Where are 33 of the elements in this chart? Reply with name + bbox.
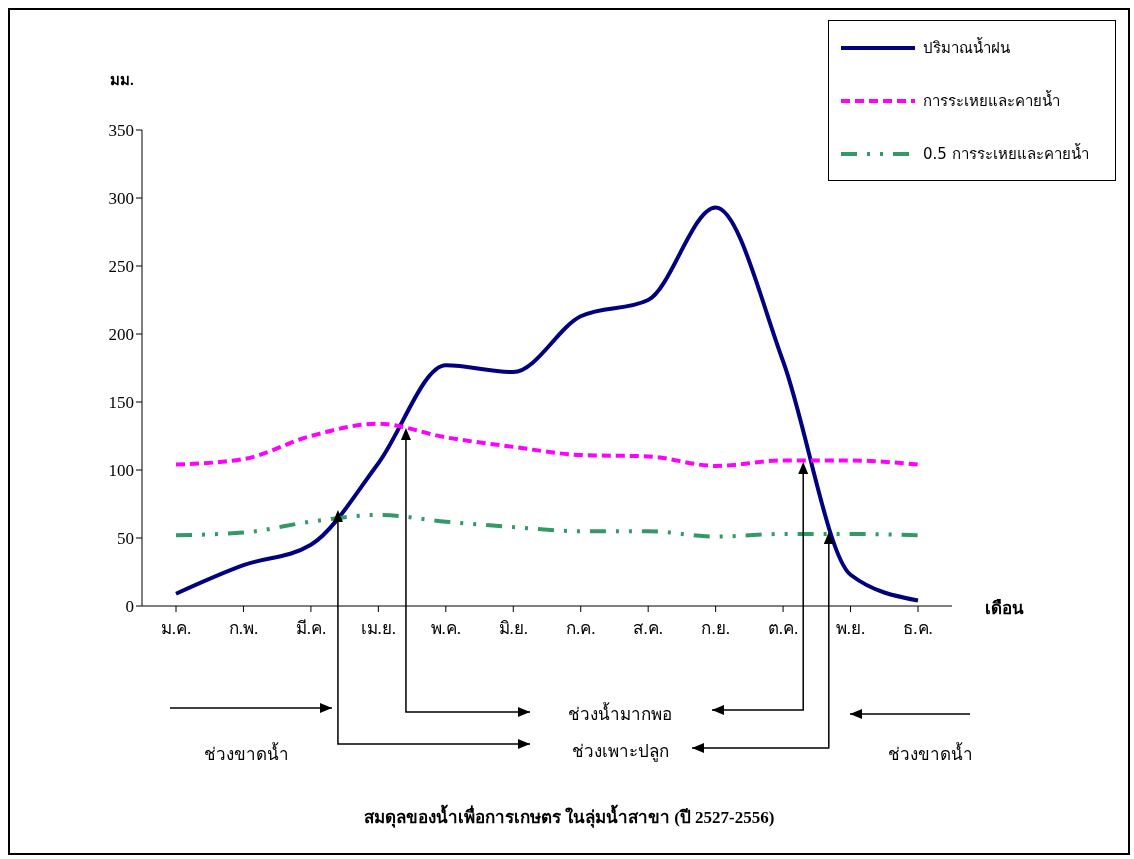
text: ช่วงขาดน้ำ — [202, 741, 290, 766]
y-tick-label: 250 — [108, 257, 134, 277]
x-tick-label: ก.ค. — [565, 619, 596, 639]
y-tick-label: 100 — [108, 461, 134, 481]
line-series — [174, 512, 920, 539]
text: ช่วงน้ำมากพอ — [567, 701, 673, 726]
line-series — [174, 421, 920, 468]
text: ช่วงขาดน้ำ — [886, 741, 974, 766]
y-tick-label: 0 — [125, 597, 134, 617]
x-axis-title: เดือน — [985, 598, 1024, 620]
line-series — [174, 205, 920, 603]
x-tick-label: มี.ค. — [295, 619, 327, 639]
x-tick-label: ม.ค. — [160, 619, 192, 639]
y-tick-label: 150 — [108, 393, 134, 413]
x-tick-label: มิ.ย. — [498, 619, 529, 639]
legend-label: การระเหยและคายน้ำ — [923, 89, 1060, 112]
x-tick-label: ก.พ. — [228, 619, 259, 639]
y-tick-label: 350 — [108, 121, 134, 141]
legend-label: 0.5 การระเหยและคายน้ำ — [923, 142, 1089, 165]
y-tick-label: 200 — [108, 325, 134, 345]
legend-label: ปริมาณน้ำฝน — [923, 36, 1010, 59]
x-tick-label: พ.ค. — [430, 619, 462, 639]
x-tick-label: พ.ย. — [835, 619, 866, 639]
text: สมดุลของน้ำเพื่อการเกษตร ในลุ่มน้ำสาขา (ปี 2527-2556) — [362, 803, 776, 830]
y-tick-label: 300 — [108, 189, 134, 209]
x-tick-label: ส.ค. — [633, 619, 663, 639]
y-axis-title: มม. — [110, 71, 134, 90]
x-tick-label: ก.ย. — [701, 619, 730, 639]
x-tick-label: ธ.ค. — [903, 619, 933, 639]
text: ช่วงเพาะปลูก — [570, 741, 670, 764]
x-tick-label: ต.ค. — [767, 619, 799, 639]
x-tick-label: เม.ย. — [360, 619, 397, 639]
y-tick-label: 50 — [117, 529, 134, 549]
